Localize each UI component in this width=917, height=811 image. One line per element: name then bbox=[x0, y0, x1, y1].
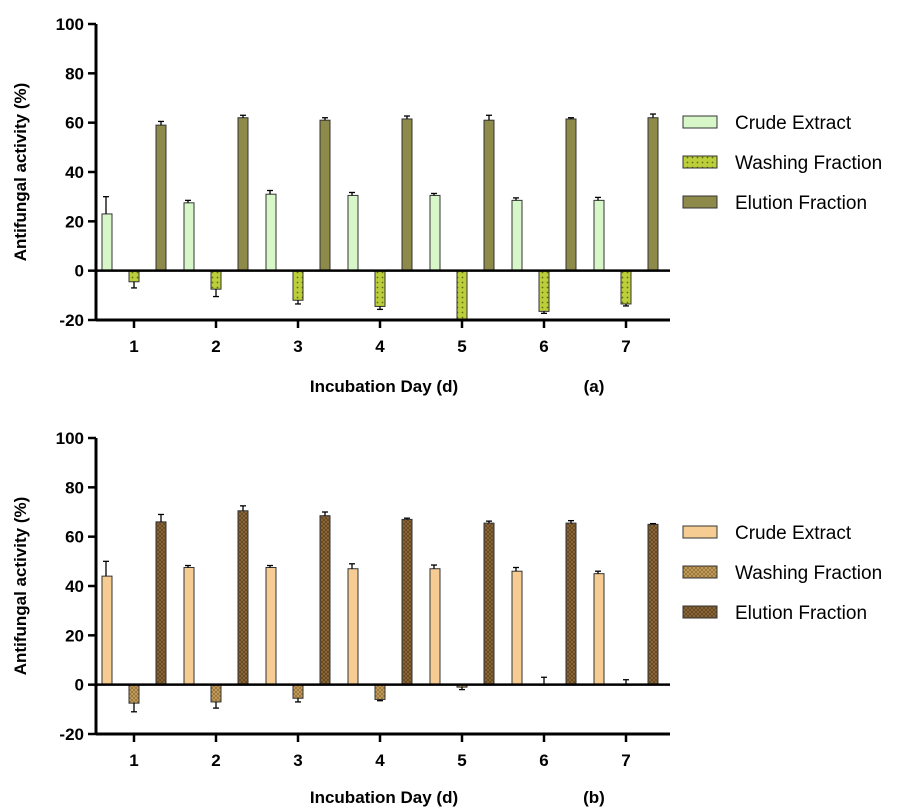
x-tick-label: 7 bbox=[621, 751, 630, 770]
y-tick-label: 80 bbox=[65, 64, 84, 83]
bar-a-series0-day6 bbox=[511, 199, 523, 272]
y-tick-label: -20 bbox=[59, 311, 84, 330]
bar-a-series1-day1 bbox=[128, 270, 140, 283]
bar-a-series0-day2 bbox=[183, 202, 195, 272]
legend-label: Washing Fraction bbox=[735, 563, 882, 584]
bar-b-series2-day5 bbox=[483, 522, 495, 686]
bar-b-series2-day7 bbox=[647, 523, 659, 686]
legend-swatch bbox=[682, 565, 718, 579]
bar-a-series1-day7 bbox=[620, 270, 632, 305]
bar-b-series2-day2 bbox=[237, 510, 249, 686]
bar-b-series1-day3 bbox=[292, 684, 304, 699]
x-tick-label: 6 bbox=[539, 751, 548, 770]
bar-b-series0-day7 bbox=[593, 573, 605, 686]
bar-b-series0-day5 bbox=[429, 568, 441, 686]
bar-a-series1-day2 bbox=[210, 270, 222, 290]
x-tick-label: 2 bbox=[211, 337, 220, 356]
x-tick-label: 5 bbox=[457, 751, 466, 770]
legend-swatch bbox=[682, 115, 718, 129]
chart-panel-a: -20 0 20 40 60 80 100 1 2 3 4 5 6 7 Incubation Day (d)… bbox=[11, 15, 882, 396]
bar-a-series2-day5 bbox=[483, 119, 495, 272]
bar-b-series2-day3 bbox=[319, 515, 331, 686]
bar-a-series1-day5 bbox=[456, 270, 468, 321]
bar-a-series1-day6 bbox=[538, 270, 550, 312]
legend-swatch bbox=[682, 605, 718, 619]
x-tick-label: 3 bbox=[293, 337, 302, 356]
bar-a-series2-day4 bbox=[401, 118, 413, 272]
bar-b-series2-day1 bbox=[155, 521, 167, 686]
bar-a-series1-day3 bbox=[292, 270, 304, 301]
y-axis-title: Antifungal activity (%) bbox=[11, 497, 30, 676]
legend-label: Crude Extract bbox=[735, 523, 852, 544]
bar-a-series2-day6 bbox=[565, 118, 577, 272]
bar-a-series2-day7 bbox=[647, 117, 659, 272]
x-tick-label: 7 bbox=[621, 337, 630, 356]
bar-a-series0-day5 bbox=[429, 194, 441, 272]
bar-a-series1-day4 bbox=[374, 270, 386, 307]
bar-a-series0-day1 bbox=[101, 213, 113, 272]
y-tick-label: 40 bbox=[65, 577, 84, 596]
bar-b-series2-day6 bbox=[565, 522, 577, 686]
x-tick-label: 3 bbox=[293, 751, 302, 770]
bar-a-series0-day4 bbox=[347, 194, 359, 272]
x-tick-label: 4 bbox=[375, 751, 385, 770]
bar-b-series0-day6 bbox=[511, 570, 523, 686]
legend-label: Elution Fraction bbox=[735, 603, 867, 624]
y-tick-label: 100 bbox=[56, 15, 84, 34]
y-tick-label: 80 bbox=[65, 478, 84, 497]
bar-b-series0-day2 bbox=[183, 567, 195, 686]
x-tick-label: 2 bbox=[211, 751, 220, 770]
bar-b-series0-day3 bbox=[265, 567, 277, 686]
y-tick-label: 100 bbox=[56, 429, 84, 448]
legend-swatch bbox=[682, 195, 718, 209]
y-tick-label: -20 bbox=[59, 725, 84, 744]
y-tick-label: 60 bbox=[65, 114, 84, 133]
y-tick-label: 20 bbox=[65, 626, 84, 645]
bar-a-series0-day3 bbox=[265, 193, 277, 272]
panel-label: (b) bbox=[583, 788, 605, 807]
legend-label: Elution Fraction bbox=[735, 193, 867, 214]
y-tick-label: 0 bbox=[75, 262, 84, 281]
bar-b-series1-day4 bbox=[374, 684, 386, 700]
x-axis-title: Incubation Day (d) bbox=[310, 788, 458, 807]
bar-a-series0-day7 bbox=[593, 199, 605, 272]
legend-swatch bbox=[682, 155, 718, 169]
bar-a-series2-day3 bbox=[319, 119, 331, 272]
y-axis-title: Antifungal activity (%) bbox=[11, 83, 30, 262]
x-tick-label: 6 bbox=[539, 337, 548, 356]
bar-b-series0-day1 bbox=[101, 575, 113, 686]
bar-b-series2-day4 bbox=[401, 518, 413, 686]
x-tick-label: 1 bbox=[129, 751, 138, 770]
bar-b-series1-day2 bbox=[210, 684, 222, 703]
legend-swatch bbox=[682, 525, 718, 539]
x-axis-title: Incubation Day (d) bbox=[310, 377, 458, 396]
bar-a-series2-day1 bbox=[155, 124, 167, 272]
y-tick-label: 0 bbox=[75, 676, 84, 695]
x-tick-label: 4 bbox=[375, 337, 385, 356]
bar-b-series0-day4 bbox=[347, 568, 359, 686]
legend-label: Crude Extract bbox=[735, 113, 852, 134]
x-tick-label: 1 bbox=[129, 337, 138, 356]
legend-label: Washing Fraction bbox=[735, 153, 882, 174]
y-tick-label: 40 bbox=[65, 163, 84, 182]
panel-label: (a) bbox=[584, 377, 605, 396]
chart-panel-b: -20 0 20 40 60 80 100 1 2 3 4 5 6 7 Incubation Day (d)… bbox=[11, 429, 882, 807]
y-tick-label: 60 bbox=[65, 528, 84, 547]
y-tick-label: 20 bbox=[65, 212, 84, 231]
bar-a-series2-day2 bbox=[237, 117, 249, 272]
x-tick-label: 5 bbox=[457, 337, 466, 356]
bar-b-series1-day1 bbox=[128, 684, 140, 704]
